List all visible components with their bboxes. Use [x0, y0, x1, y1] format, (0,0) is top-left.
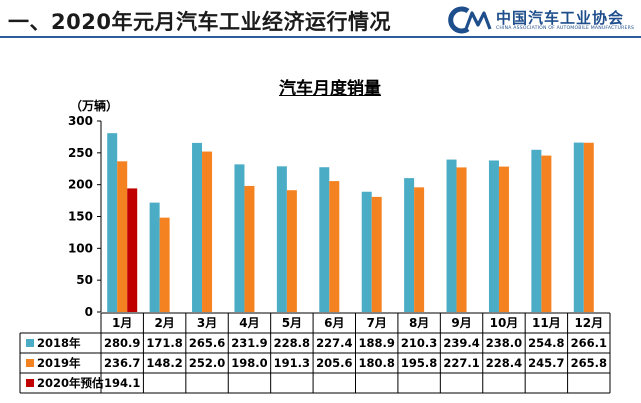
caam-logo: 中国汽车工业协会 CHINA ASSOCIATION OF AUTOMOBILE…: [448, 5, 638, 35]
legend-label: 2020年预估: [37, 376, 104, 390]
data-value-label: 239.4: [443, 336, 479, 350]
bar-2018: [276, 166, 287, 312]
x-category-label: 12月: [574, 316, 603, 330]
bar-2019: [371, 196, 382, 312]
legend-swatch: [26, 359, 34, 367]
bar-2019: [414, 187, 425, 312]
legend-label: 2019年: [37, 356, 81, 370]
data-value-label: 228.8: [274, 336, 310, 350]
bar-2019: [541, 155, 552, 312]
data-value-label: 228.4: [486, 356, 522, 370]
y-tick-label: 200: [68, 178, 93, 192]
caam-logo-icon: [448, 6, 492, 34]
bar-2019: [117, 161, 128, 312]
data-value-label: 195.8: [401, 356, 437, 370]
x-category-label: 3月: [197, 316, 217, 330]
y-tick-label: 150: [68, 210, 93, 224]
data-value-label: 180.8: [359, 356, 395, 370]
bar-2018: [573, 142, 584, 312]
bar-2018: [531, 149, 542, 312]
bar-2018: [446, 159, 457, 312]
bar-2019: [202, 151, 213, 312]
data-value-label: 198.0: [231, 356, 267, 370]
bar-2018: [404, 178, 415, 312]
x-category-label: 5月: [282, 316, 302, 330]
data-value-label: 191.3: [274, 356, 310, 370]
data-value-label: 171.8: [146, 336, 182, 350]
bar-2018: [361, 191, 372, 312]
y-tick-label: 100: [68, 241, 93, 255]
bar-2018: [192, 142, 203, 312]
y-axis-unit: （万辆）: [70, 99, 119, 113]
x-category-label: 2月: [154, 316, 174, 330]
x-category-label: 10月: [490, 316, 519, 330]
data-value-label: 148.2: [146, 356, 182, 370]
data-value-label: 210.3: [401, 336, 437, 350]
data-value-label: 227.1: [443, 356, 479, 370]
y-tick-label: 250: [68, 146, 93, 160]
data-value-label: 236.7: [104, 356, 140, 370]
header-divider: [0, 36, 641, 38]
bar-2019: [456, 167, 467, 312]
y-tick-label: 300: [68, 114, 93, 128]
bar-2020: [127, 188, 138, 312]
y-tick-label: 50: [76, 273, 93, 287]
legend-swatch: [26, 379, 34, 387]
data-value-label: 266.1: [571, 336, 607, 350]
x-category-label: 6月: [324, 316, 344, 330]
data-value-label: 238.0: [486, 336, 522, 350]
data-value-label: 205.6: [316, 356, 352, 370]
bar-2019: [244, 185, 255, 312]
legend-label: 2018年: [37, 336, 81, 350]
bar-2019: [329, 181, 340, 312]
data-value-label: 252.0: [189, 356, 225, 370]
logo-name-en: CHINA ASSOCIATION OF AUTOMOBILE MANUFACT…: [496, 26, 635, 31]
bar-2019: [159, 217, 170, 312]
data-value-label: 265.8: [571, 356, 607, 370]
x-category-label: 1月: [112, 316, 132, 330]
x-category-label: 11月: [532, 316, 561, 330]
x-category-label: 8月: [409, 316, 429, 330]
data-value-label: 188.9: [359, 336, 395, 350]
data-value-label: 245.7: [528, 356, 564, 370]
legend-swatch: [26, 339, 34, 347]
x-category-label: 7月: [367, 316, 387, 330]
page-title: 一、2020年元月汽车工业经济运行情况: [8, 10, 391, 34]
data-value-label: 227.4: [316, 336, 352, 350]
logo-name-cn: 中国汽车工业协会: [496, 9, 625, 27]
data-value-label: 265.6: [189, 336, 225, 350]
x-category-label: 9月: [451, 316, 471, 330]
data-value-label: 280.9: [104, 336, 140, 350]
bar-2018: [107, 133, 118, 312]
bar-2018: [149, 202, 160, 312]
bar-2018: [488, 160, 499, 312]
data-value-label: 231.9: [231, 336, 267, 350]
chart-title: 汽车月度销量: [279, 79, 381, 99]
bar-2018: [319, 167, 330, 312]
bar-2019: [583, 142, 594, 312]
bar-2019: [498, 166, 509, 312]
bar-2018: [234, 164, 245, 312]
x-category-label: 4月: [239, 316, 259, 330]
data-value-label: 254.8: [528, 336, 564, 350]
y-tick-label: 0: [85, 305, 93, 319]
bar-2019: [286, 190, 297, 312]
data-value-label: 194.1: [104, 376, 140, 390]
